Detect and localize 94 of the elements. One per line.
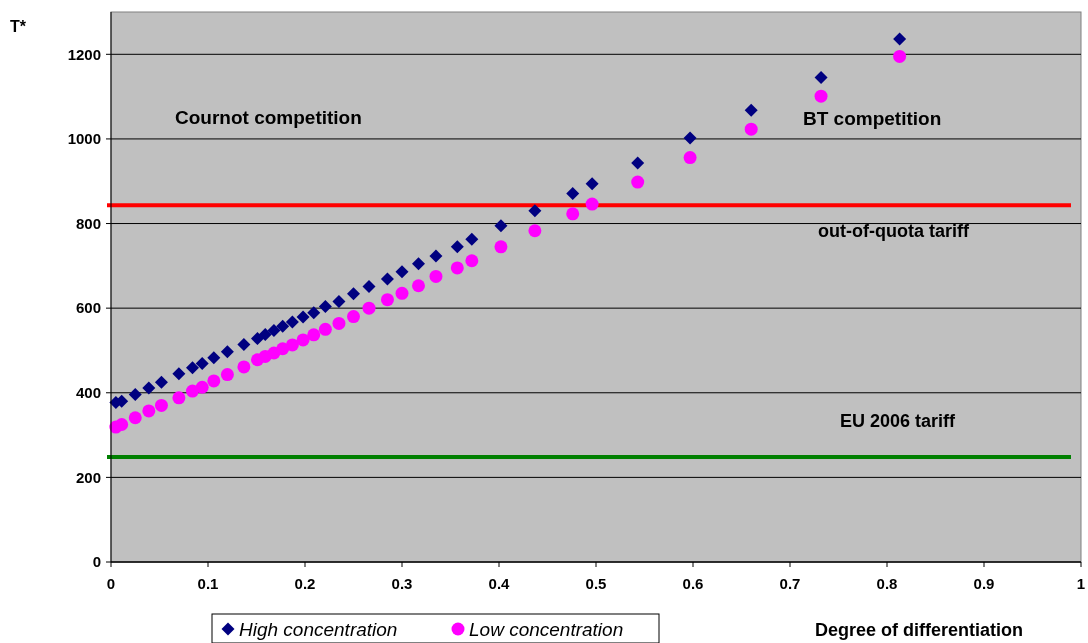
point <box>172 367 186 381</box>
x-tick-label: 1 <box>1076 575 1086 592</box>
x-tick-label: 0.5 <box>585 575 607 592</box>
point <box>893 49 907 63</box>
point <box>128 387 142 401</box>
point <box>185 361 199 375</box>
point <box>142 404 156 418</box>
point <box>744 122 758 136</box>
x-tick-label: 0.1 <box>197 575 219 592</box>
point <box>307 328 321 342</box>
x-tick-label: 0.4 <box>488 575 511 592</box>
point <box>267 324 281 338</box>
point <box>814 71 828 85</box>
y-tick-label: 200 <box>75 468 101 486</box>
point <box>683 151 697 165</box>
point <box>296 333 310 347</box>
point <box>395 286 409 300</box>
point <box>566 207 580 221</box>
point <box>347 287 360 301</box>
point <box>631 156 645 170</box>
y-tick-label: 0 <box>92 553 101 571</box>
annotation: Cournot competition <box>175 107 362 128</box>
point <box>276 342 290 356</box>
point <box>362 280 376 294</box>
point <box>566 187 580 200</box>
point <box>494 219 508 233</box>
point <box>465 254 479 268</box>
point <box>528 204 542 218</box>
legend-label: High concentration <box>239 619 398 640</box>
point <box>332 294 346 308</box>
x-tick-label: 0.6 <box>682 575 704 592</box>
point <box>285 315 299 329</box>
point <box>318 322 332 336</box>
point <box>450 240 464 254</box>
point <box>494 240 508 254</box>
point <box>429 249 443 263</box>
x-tick-label: 0.8 <box>876 575 898 592</box>
point <box>142 381 156 395</box>
point <box>207 374 221 388</box>
y-tick-label: 1200 <box>67 45 101 63</box>
point <box>115 418 129 431</box>
x-tick-label: 0.9 <box>973 575 995 592</box>
point <box>528 224 542 238</box>
y-tick-label: 800 <box>75 214 101 232</box>
y-tick-label: 600 <box>75 299 101 317</box>
point <box>276 319 290 333</box>
point <box>307 306 321 320</box>
point <box>465 232 479 246</box>
point <box>195 380 209 394</box>
point <box>296 310 310 324</box>
point <box>172 391 186 405</box>
x-tick-label: 0.3 <box>391 575 413 592</box>
point <box>318 299 332 313</box>
point <box>395 265 409 279</box>
point <box>585 197 599 211</box>
point <box>258 327 272 341</box>
y-tick-label: 400 <box>75 384 101 402</box>
point <box>207 351 221 365</box>
legend-label: Low concentration <box>469 619 624 640</box>
point <box>154 375 168 389</box>
point <box>154 398 168 412</box>
point <box>585 177 599 191</box>
x-tick-label: 0.7 <box>779 575 801 592</box>
point <box>429 269 443 283</box>
point <box>411 279 425 293</box>
point <box>237 338 251 352</box>
y-tick-label: 1000 <box>67 130 101 148</box>
point <box>347 310 360 324</box>
ref-line-label: out-of-quota tariff <box>818 221 970 242</box>
point <box>185 384 199 398</box>
point <box>683 131 697 145</box>
point <box>411 257 425 271</box>
point <box>285 338 299 352</box>
x-tick-label: 0 <box>106 575 116 592</box>
ref-line-label: EU 2006 tariff <box>840 411 957 432</box>
point <box>237 360 251 374</box>
annotation: BT competition <box>803 108 942 129</box>
point <box>450 261 464 275</box>
point <box>814 89 828 103</box>
y-axis-title: T* <box>10 18 27 35</box>
point <box>744 103 758 117</box>
point <box>893 32 907 46</box>
point <box>380 293 394 307</box>
x-tick-label: 0.2 <box>294 575 316 592</box>
point <box>128 411 142 425</box>
point <box>362 301 376 315</box>
point <box>380 272 394 286</box>
point <box>332 316 346 330</box>
point <box>220 368 234 382</box>
point <box>195 357 209 371</box>
point <box>220 345 234 359</box>
point <box>250 332 264 346</box>
point <box>631 175 645 189</box>
x-axis-title: Degree of differentiation <box>814 620 1024 640</box>
